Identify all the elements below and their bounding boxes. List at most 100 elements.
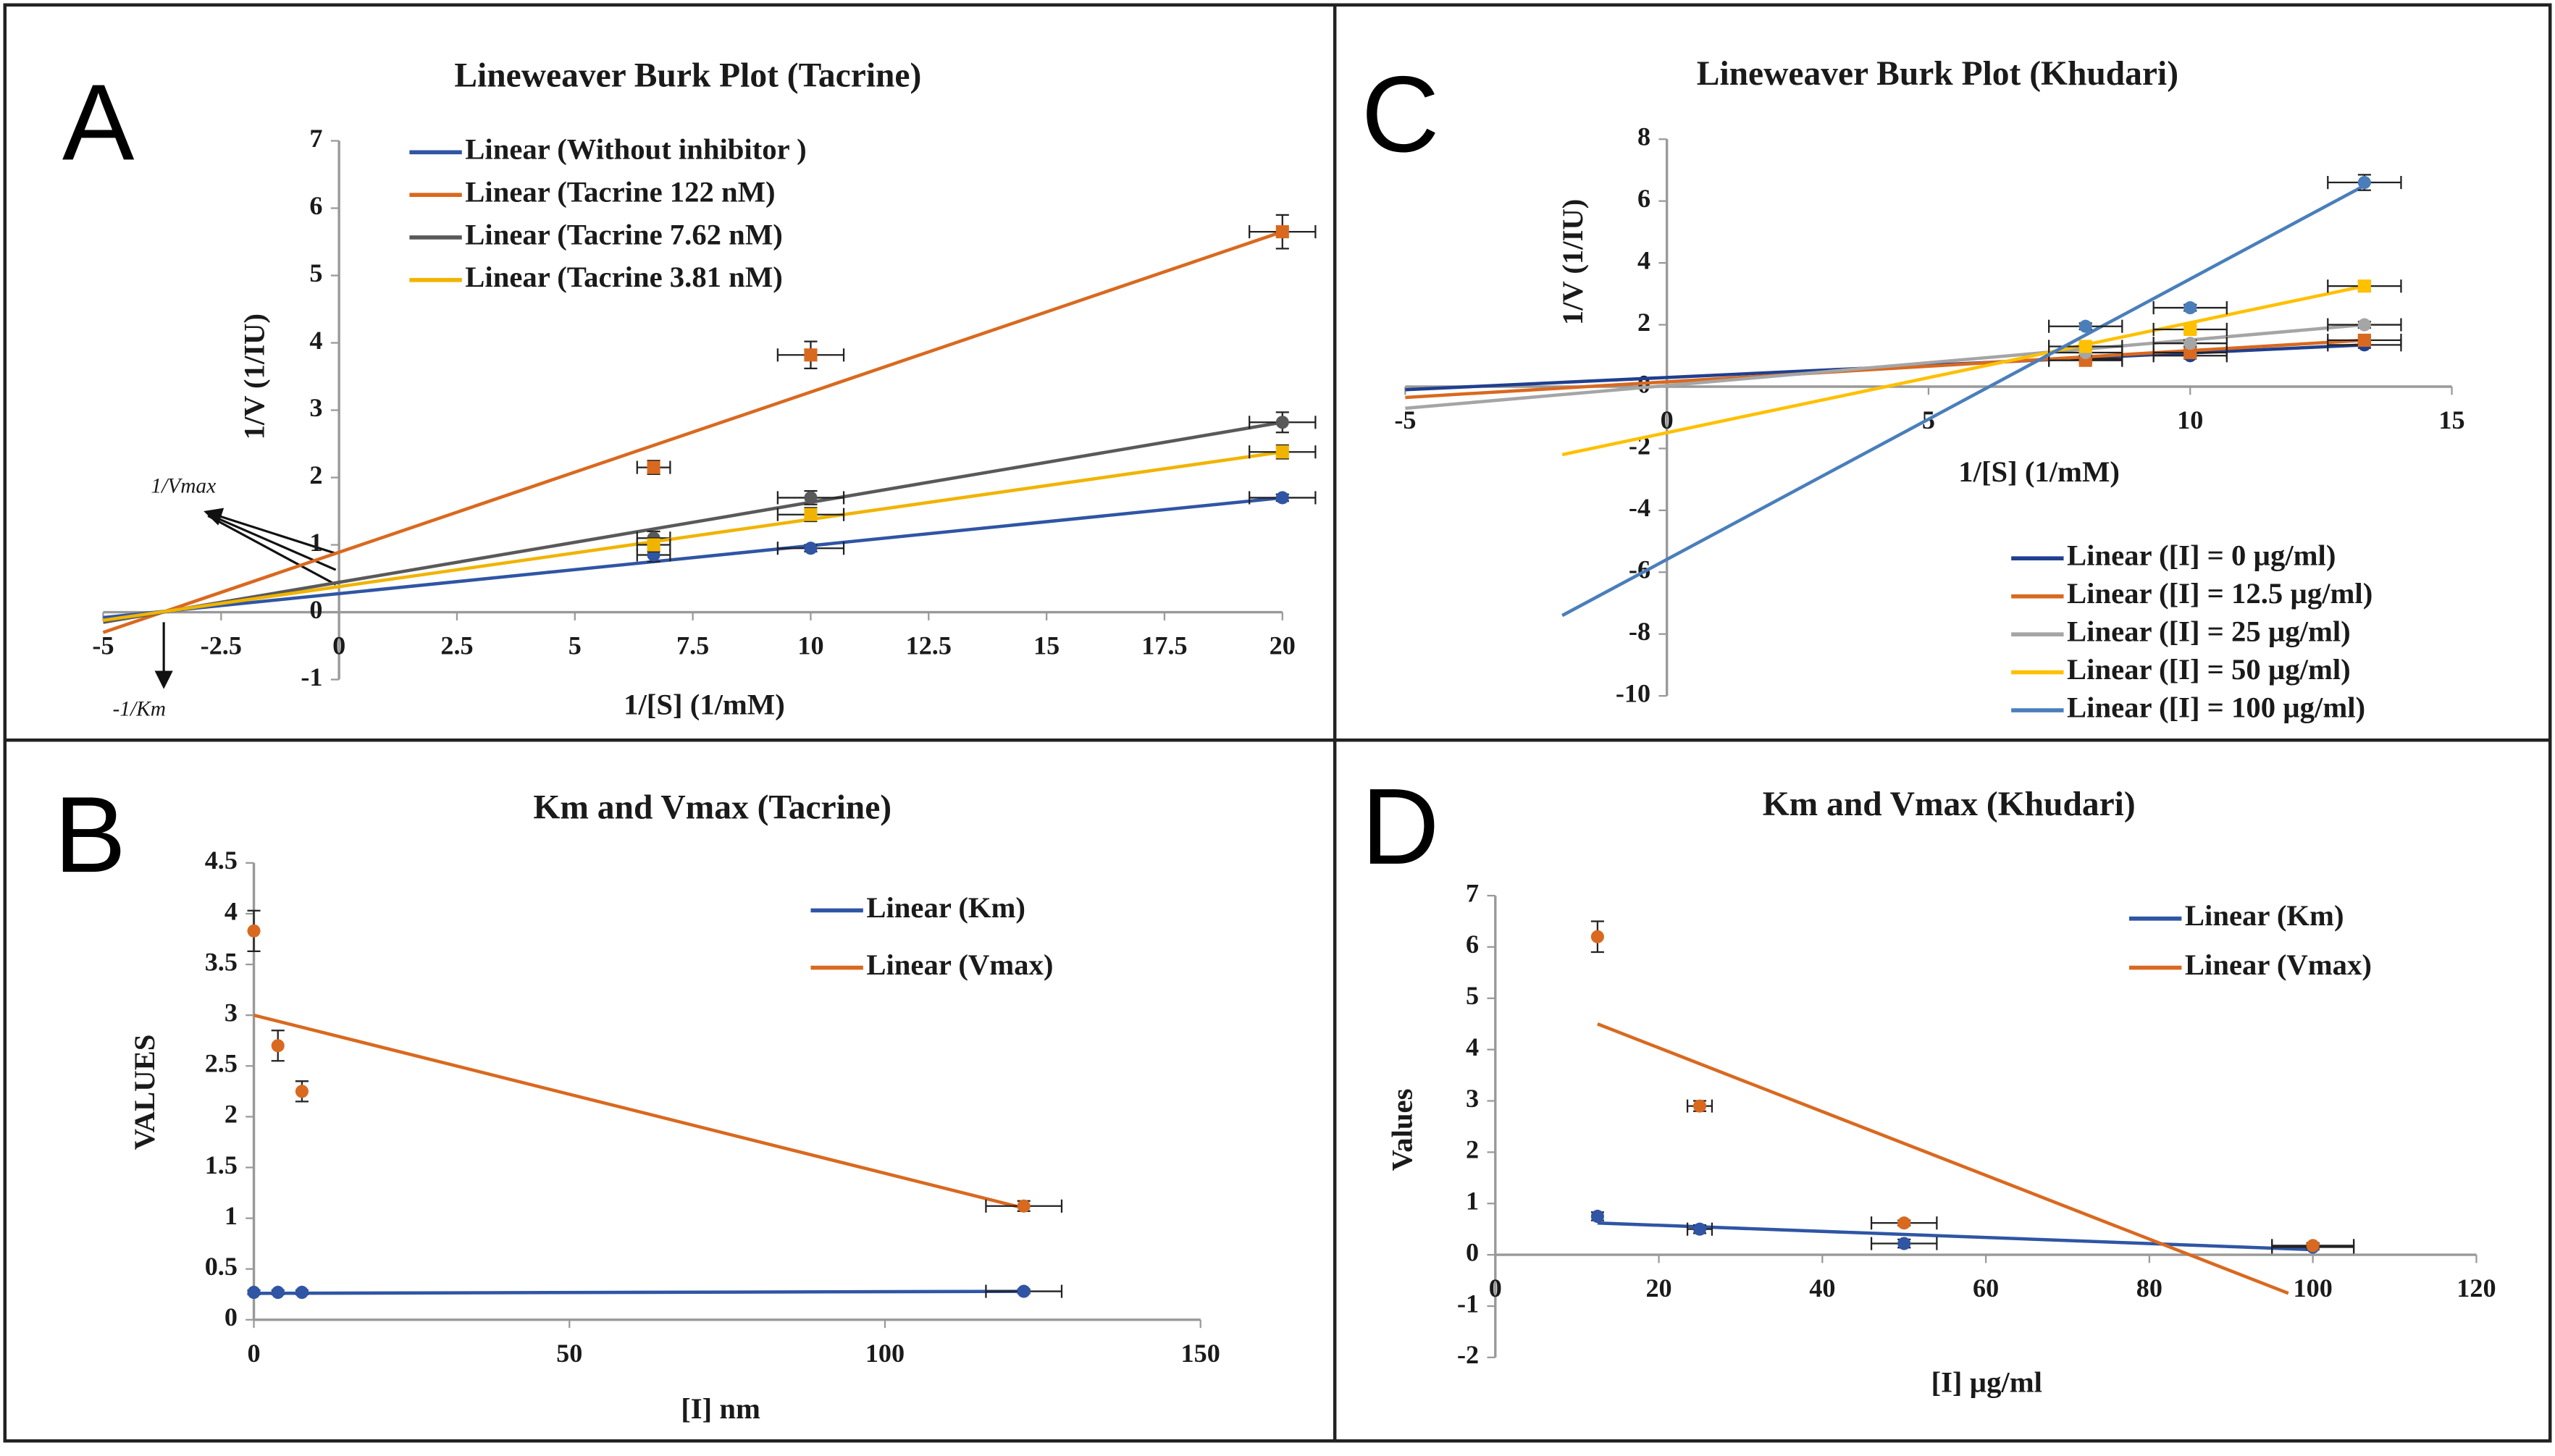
chart-title: Km and Vmax (Tacrine) bbox=[533, 788, 891, 826]
point bbox=[1275, 445, 1289, 459]
point bbox=[1590, 1209, 1604, 1224]
y-tick-label: 3 bbox=[1466, 1084, 1479, 1113]
x-tick-label: 100 bbox=[2294, 1274, 2333, 1303]
x-tick-label: 0 bbox=[332, 631, 345, 660]
point bbox=[1897, 1237, 1911, 1250]
fit-line bbox=[253, 1013, 1025, 1210]
y-axis-label: 1/V (1/IU) bbox=[238, 313, 270, 439]
point bbox=[2183, 301, 2197, 315]
y-tick-label: 0 bbox=[1466, 1237, 1479, 1266]
point bbox=[647, 460, 660, 474]
x-axis-label: [I] nm bbox=[681, 1392, 760, 1425]
annotation: 1/Vmax bbox=[151, 475, 216, 498]
point bbox=[295, 1085, 309, 1098]
y-tick-label: 1.5 bbox=[205, 1150, 238, 1179]
x-tick-label: 50 bbox=[556, 1339, 582, 1368]
point bbox=[2306, 1239, 2320, 1253]
point bbox=[647, 538, 660, 552]
point bbox=[247, 924, 261, 938]
fit-line bbox=[1405, 323, 2365, 411]
legend-label: Linear (Tacrine 7.62 nM) bbox=[465, 218, 783, 251]
point bbox=[2078, 319, 2092, 333]
panel-letter: D bbox=[1362, 766, 1440, 887]
y-tick-label: 5 bbox=[309, 258, 322, 287]
y-tick-label: 6 bbox=[1637, 184, 1650, 213]
chart-title: Km and Vmax (Khudari) bbox=[1763, 786, 2136, 823]
x-tick-label: 150 bbox=[1181, 1339, 1220, 1368]
fit-line bbox=[102, 230, 1283, 634]
panel-letter: C bbox=[1362, 54, 1440, 174]
fit-line bbox=[1597, 1221, 2313, 1252]
x-tick-label: 0 bbox=[1661, 405, 1674, 434]
point bbox=[1275, 416, 1289, 429]
point bbox=[1692, 1222, 1707, 1236]
legend-label: Linear (Km) bbox=[2185, 899, 2344, 932]
legend-label: Linear ([I] = 25 µg/ml) bbox=[2067, 615, 2351, 647]
y-tick-label: 7 bbox=[309, 124, 322, 153]
y-tick-label: 1 bbox=[1466, 1187, 1479, 1216]
point bbox=[2357, 176, 2371, 190]
y-tick-label: 2 bbox=[225, 1100, 238, 1129]
point bbox=[804, 542, 818, 555]
y-tick-label: 6 bbox=[309, 191, 322, 220]
y-tick-label: 1 bbox=[225, 1201, 238, 1230]
x-axis-label: [I] µg/ml bbox=[1931, 1366, 2042, 1399]
y-tick-label: 2 bbox=[1466, 1135, 1479, 1164]
legend-label: Linear ([I] = 100 µg/ml) bbox=[2067, 691, 2365, 723]
fit-line bbox=[253, 1289, 1024, 1295]
y-tick-label: 2 bbox=[309, 460, 322, 489]
x-tick-label: 2.5 bbox=[440, 631, 473, 660]
fit-line bbox=[103, 450, 1283, 622]
x-tick-label: 0 bbox=[1489, 1274, 1502, 1303]
x-tick-label: 15 bbox=[1033, 631, 1060, 660]
y-tick-label: 7 bbox=[1466, 878, 1479, 907]
x-tick-label: 60 bbox=[1973, 1274, 1999, 1303]
point bbox=[2357, 333, 2371, 347]
x-tick-label: 12.5 bbox=[906, 631, 952, 660]
point bbox=[2357, 279, 2371, 293]
legend-label: Linear (Km) bbox=[866, 891, 1025, 924]
fit-line bbox=[1405, 338, 2365, 400]
legend-label: Linear (Vmax) bbox=[2185, 948, 2372, 981]
legend-label: Linear ([I] = 0 µg/ml) bbox=[2067, 539, 2336, 572]
y-tick-label: 0 bbox=[309, 595, 322, 624]
chart-title: Lineweaver Burk Plot (Tacrine) bbox=[454, 56, 921, 94]
y-tick-label: 4 bbox=[1466, 1032, 1479, 1061]
x-tick-label: 40 bbox=[1809, 1274, 1835, 1303]
y-tick-label: 0.5 bbox=[205, 1252, 238, 1281]
point bbox=[295, 1285, 309, 1300]
y-axis-label: Values bbox=[1386, 1089, 1419, 1171]
y-tick-label: 3 bbox=[309, 393, 322, 422]
y-tick-label: 4 bbox=[225, 896, 238, 925]
x-tick-label: 7.5 bbox=[676, 631, 709, 660]
y-tick-label: 4.5 bbox=[205, 846, 238, 875]
y-tick-label: -8 bbox=[1629, 617, 1650, 646]
point bbox=[1897, 1216, 1911, 1230]
fit-line bbox=[1561, 284, 2365, 457]
point bbox=[2183, 322, 2197, 337]
x-tick-label: 80 bbox=[2136, 1274, 2162, 1303]
point bbox=[1017, 1284, 1031, 1298]
y-tick-label: 8 bbox=[1637, 122, 1650, 151]
x-tick-label: 120 bbox=[2457, 1274, 2496, 1303]
x-tick-label: 0 bbox=[247, 1339, 260, 1368]
chart-title: Lineweaver Burk Plot (Khudari) bbox=[1697, 55, 2178, 93]
x-tick-label: 15 bbox=[2438, 405, 2464, 434]
point bbox=[804, 491, 818, 505]
legend-label: Linear (Vmax) bbox=[866, 948, 1053, 981]
point bbox=[1275, 491, 1289, 505]
arrow bbox=[207, 515, 337, 586]
fit-line bbox=[1561, 184, 2365, 618]
point bbox=[1590, 930, 1604, 943]
point bbox=[1692, 1099, 1707, 1113]
y-axis-label: VALUES bbox=[128, 1035, 161, 1150]
y-tick-label: 4 bbox=[1637, 245, 1650, 274]
point bbox=[2078, 340, 2092, 353]
y-tick-label: 5 bbox=[1466, 981, 1479, 1010]
point bbox=[271, 1285, 285, 1300]
point bbox=[2357, 318, 2371, 332]
legend-label: Linear ([I] = 12.5 µg/ml) bbox=[2067, 577, 2372, 610]
fit-line bbox=[103, 421, 1283, 624]
